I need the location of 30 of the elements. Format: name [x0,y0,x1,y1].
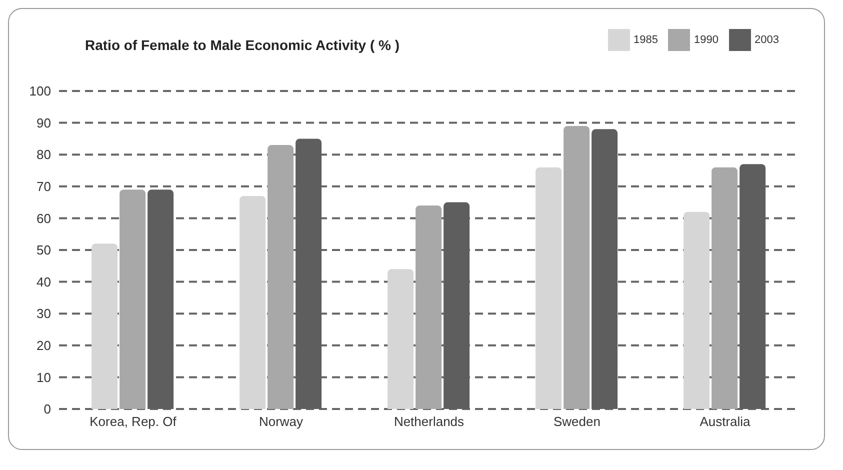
y-tick-label: 20 [36,338,51,354]
x-tick-label: Australia [700,414,752,430]
y-tick-label: 0 [44,402,51,417]
bar [684,212,710,409]
y-tick-label: 100 [29,84,51,99]
y-tick-label: 30 [36,306,51,322]
bar [120,190,146,409]
chart-title: Ratio of Female to Male Economic Activity ( % ) [85,37,400,53]
bar [564,126,590,409]
legend-label: 1990 [694,34,719,46]
bar [712,167,738,409]
x-tick-label: Norway [258,414,304,430]
bar [268,145,294,409]
y-tick-label: 80 [36,147,51,162]
bar [92,244,118,409]
x-tick-label: Netherlands [394,414,465,430]
y-tick-label: 10 [36,370,51,385]
y-tick-label: 90 [36,115,51,130]
legend-label: 1985 [634,34,658,46]
y-tick-label: 50 [36,242,51,258]
x-tick-label: Sweden [554,414,600,430]
legend-label: 2003 [754,34,779,46]
bar [388,269,414,409]
bar [416,205,442,409]
y-tick-label: 70 [36,179,51,194]
y-tick-label: 60 [36,210,51,226]
bar [240,196,266,409]
y-tick-label: 40 [36,274,51,290]
bar [536,167,562,409]
x-tick-label: Korea, Rep. Of [90,414,177,430]
